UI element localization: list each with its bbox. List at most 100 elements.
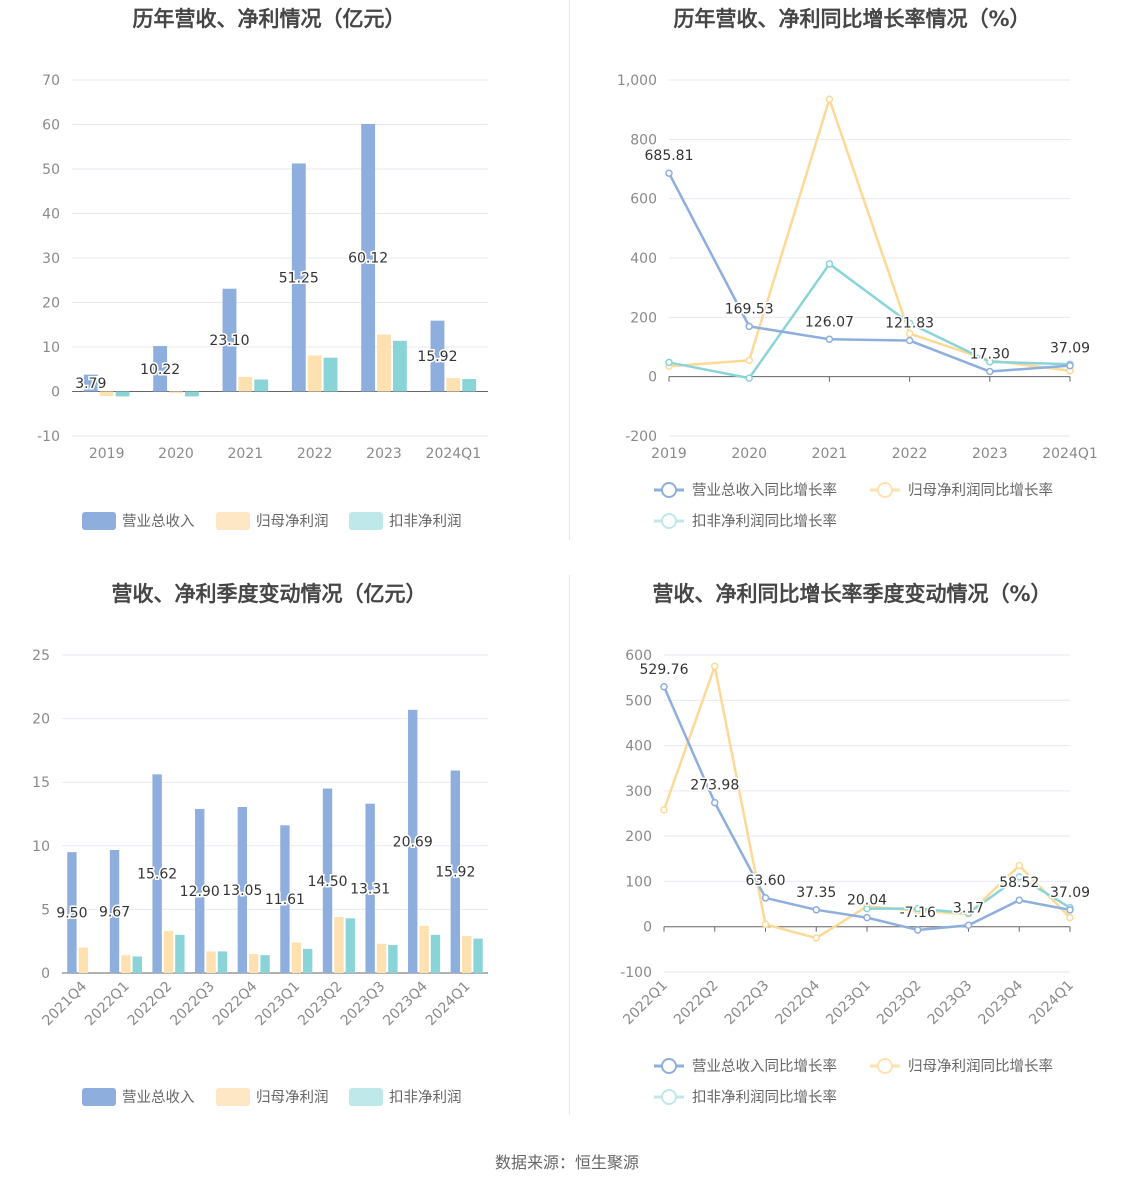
x-tick-label: 2023Q3 [338,979,389,1030]
y-tick-label: 0 [51,385,60,401]
legend-label: 扣非净利润同比增长率 [692,1089,837,1106]
data-point [812,906,820,914]
bar-net-profit [169,391,183,393]
legend-marker [661,513,677,529]
legend-label: 归母净利润 [256,513,329,530]
bar-deducted-profit [184,391,199,397]
data-point [745,356,753,365]
bar-value-label: 15.92 [417,349,457,365]
y-tick-label: 10 [42,340,60,356]
legend-label: 营业总收入 [122,513,195,530]
data-label: 37.09 [1050,341,1090,357]
bar-value-label: 11.61 [265,892,305,908]
x-tick-label: 2022Q3 [167,979,218,1030]
chart-title: 历年营收、净利同比增长率情况（%） [673,7,1030,31]
y-tick-label: -10 [37,429,60,445]
bar-value-label: 14.50 [307,874,347,890]
data-point [863,904,871,913]
legend-marker [661,1089,677,1105]
y-tick-label: 0 [41,966,50,982]
bar-net-profit [307,355,322,392]
legend-label: 扣非净利润 [389,513,462,530]
y-tick-label: 20 [32,712,50,728]
data-point [812,934,820,942]
bar-value-label: 23.10 [209,333,249,349]
data-point [660,683,668,691]
x-tick-label: 2023Q4 [380,978,431,1029]
x-tick-label: 2019 [89,446,125,462]
chart-title: 营收、净利同比增长率季度变动情况（%） [652,582,1051,606]
data-point [986,367,994,376]
x-tick-label: 2021 [812,446,848,462]
x-tick-label: 2023Q1 [253,979,304,1030]
bar-revenue [365,803,375,973]
series-line-net-profit-growth [668,98,1071,372]
y-tick-label: 600 [630,192,657,208]
legend-swatch [349,1088,383,1106]
chart-svg-quarterly-bar: 营收、净利季度变动情况（亿元）05101520252021Q42022Q1202… [32,582,488,1106]
bar-deducted-profit [175,934,185,973]
bar-revenue [361,123,376,392]
bar-net-profit [462,936,472,973]
bar-value-label: 20.69 [393,834,433,850]
y-tick-label: 50 [42,162,60,178]
chart-quarterly-growth-rate: 营收、净利同比增长率季度变动情况（%） -100 0 100 200 300 400 500 6… [567,575,1134,1120]
bar-net-profit [206,951,216,973]
bar-revenue [67,852,77,973]
data-point [665,169,673,177]
y-tick-label: -200 [625,429,657,445]
data-point [905,336,914,345]
data-source-note: 数据来源：恒生聚源 [494,1153,639,1172]
vertical-divider-top [569,0,570,540]
y-tick-label: 300 [625,784,652,800]
y-tick-label: 70 [42,73,60,89]
y-tick-label: 500 [625,693,652,709]
bar-revenue [291,163,306,392]
bar-value-label: 3.79 [75,376,106,392]
x-tick-label: 2019 [651,446,687,462]
y-tick-label: 20 [42,296,60,312]
bar-revenue [280,825,290,973]
legend-label: 归母净利润同比增长率 [908,482,1053,499]
legend-marker [877,1058,893,1074]
y-tick-label: 400 [630,251,657,267]
chart-svg-annual-bar: 历年营收、净利情况（亿元） -10 0 10 20 30 40 50 60 70 2019 2020 2… [37,7,488,530]
y-tick-label: 1,000 [617,73,657,89]
x-tick-label: 2022Q2 [671,978,722,1029]
bar-net-profit [99,391,114,396]
data-point [905,319,914,328]
data-point [1015,896,1023,904]
bar-deducted-profit [323,357,338,392]
legend-label: 营业总收入 [122,1089,195,1106]
legend-swatch [82,512,116,530]
bar-net-profit [376,943,387,973]
bar-value-label: 12.90 [180,884,220,900]
bar-value-label: 13.31 [350,881,390,897]
bar-value-label: 51.25 [279,270,319,286]
bar-revenue [430,320,445,392]
data-point [745,322,753,331]
vertical-divider-bottom [569,575,570,1115]
legend-swatch [82,1088,116,1106]
x-tick-label: 2020 [158,446,194,462]
bar-revenue [152,774,162,973]
y-tick-label: 400 [625,739,652,755]
series-line-deducted-profit-growth [668,262,1071,380]
bar-net-profit [377,334,391,392]
y-tick-label: 0 [648,370,657,386]
bar-revenue [83,374,98,392]
x-tick-label: 2022 [892,446,928,462]
data-point [761,920,770,929]
x-tick-label: 2022Q4 [772,977,823,1028]
data-label: 20.04 [847,893,887,909]
data-point [761,894,770,902]
bar-deducted-profit [217,951,228,973]
bar-deducted-profit [302,948,313,973]
data-point [825,260,834,268]
data-label: 273.98 [690,778,739,794]
bar-net-profit [334,917,344,973]
data-label: -7.16 [900,905,936,921]
data-label: 3.17 [953,900,984,916]
bar-value-label: 13.05 [222,883,262,899]
data-label: 63.60 [745,873,785,889]
